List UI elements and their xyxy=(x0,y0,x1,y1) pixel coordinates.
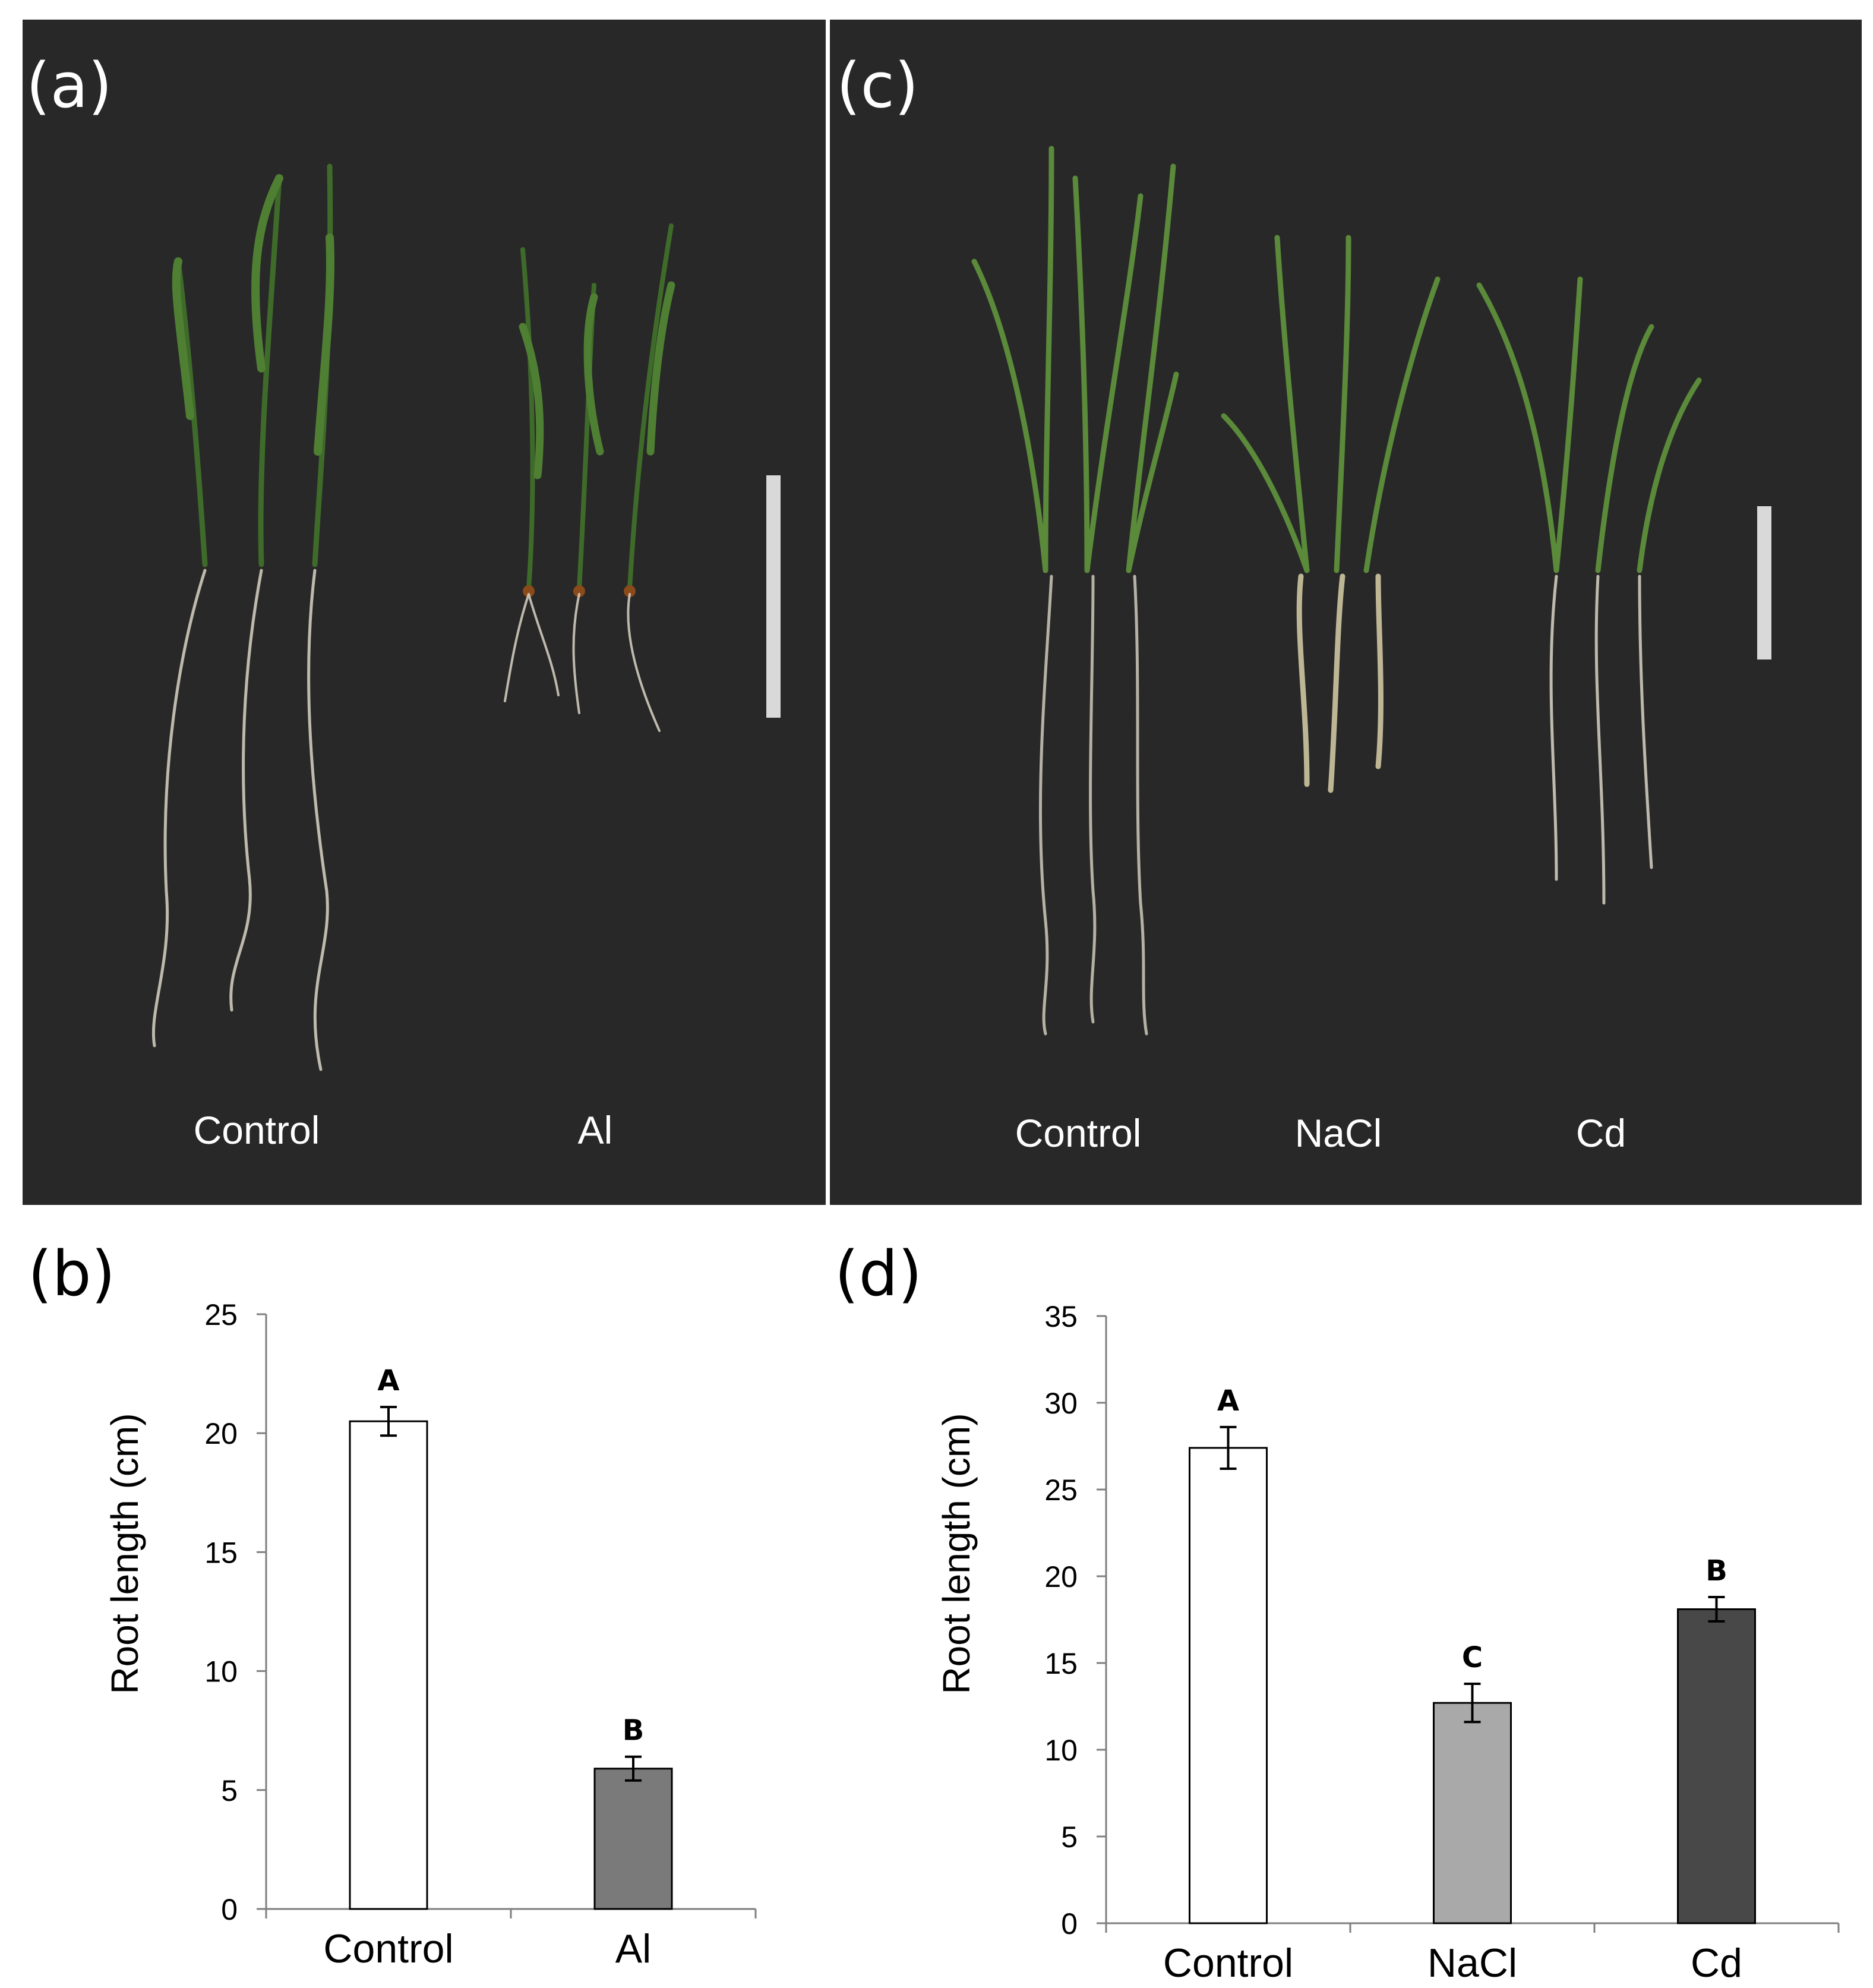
y-axis-label-b: Root length (cm) xyxy=(103,1413,146,1694)
photo-label-cd-c: Cd xyxy=(1576,1111,1626,1155)
error-bar xyxy=(380,1406,397,1437)
photo-label-control-c: Control xyxy=(1015,1111,1142,1155)
error-bar xyxy=(1464,1683,1481,1724)
x-tick-label: Cd xyxy=(1691,1940,1742,1986)
photo-background-a xyxy=(23,20,826,1205)
bar-cd xyxy=(1677,1608,1756,1924)
chart-panel-b: (b) Root length (cm) 0 5 10 15 20 25 A Control B… xyxy=(28,1238,757,1971)
bar-chart-b: 0 5 10 15 20 25 A Control B Al xyxy=(204,1298,757,1971)
significance-label: A xyxy=(377,1364,399,1397)
bar-chart-d: 0 5 10 15 20 25 30 35 A Control C NaCl B Cd xyxy=(1044,1300,1840,1986)
x-tick-label: Control xyxy=(1163,1940,1293,1986)
y-tick-label: 0 xyxy=(221,1893,238,1926)
y-tick-label: 30 xyxy=(1044,1387,1078,1420)
y-tick-label: 25 xyxy=(204,1298,238,1331)
bar-nacl xyxy=(1433,1702,1512,1924)
y-tick-label: 20 xyxy=(1044,1560,1078,1593)
photo-label-nacl-c: NaCl xyxy=(1295,1111,1382,1155)
y-tick-label: 10 xyxy=(204,1655,238,1689)
bar-control xyxy=(349,1420,428,1910)
error-bar xyxy=(625,1755,642,1782)
y-tick-label: 10 xyxy=(1044,1734,1078,1767)
seedlings-control-c xyxy=(971,146,1179,1036)
significance-label: C xyxy=(1462,1641,1483,1674)
x-tick-label: Al xyxy=(615,1926,651,1971)
scale-bar-c xyxy=(1757,506,1771,659)
panel-letter-d: (d) xyxy=(835,1238,922,1310)
panel-letter-b: (b) xyxy=(28,1238,115,1310)
chart-panel-d: (d) Root length (cm) 0 5 10 15 20 25 30 35 A Cont… xyxy=(835,1238,1840,1986)
y-tick-label: 20 xyxy=(204,1417,238,1450)
panel-letter-a: (a) xyxy=(26,49,112,122)
bar-control xyxy=(1189,1447,1268,1924)
y-tick-label: 25 xyxy=(1044,1473,1078,1507)
photo-background-c xyxy=(830,20,1862,1205)
y-tick-label: 15 xyxy=(204,1536,238,1569)
bar-al xyxy=(593,1768,673,1910)
error-bar xyxy=(1708,1596,1725,1623)
significance-label: A xyxy=(1217,1384,1239,1418)
seedlings-nacl-c xyxy=(1221,235,1441,793)
y-tick-label: 0 xyxy=(1061,1907,1078,1940)
y-axis-label-d: Root length (cm) xyxy=(935,1413,978,1694)
significance-label: B xyxy=(1705,1554,1727,1588)
photo-panel-c: (c) xyxy=(830,20,1862,1205)
photo-label-al-a: Al xyxy=(578,1108,613,1152)
y-tick-label: 5 xyxy=(221,1774,238,1807)
photo-panel-a: (a) xyxy=(23,20,826,1205)
photo-label-control-a: Control xyxy=(194,1108,320,1152)
error-bar xyxy=(1220,1425,1237,1470)
y-tick-label: 15 xyxy=(1044,1647,1078,1680)
seedlings-al-a xyxy=(504,223,675,732)
x-tick-label: NaCl xyxy=(1427,1940,1517,1986)
seedlings-control-a xyxy=(151,163,334,1071)
panel-letter-c: (c) xyxy=(836,49,918,122)
scale-bar-a xyxy=(766,475,781,718)
seedlings-cd-c xyxy=(1476,276,1702,905)
y-tick-label: 5 xyxy=(1061,1820,1078,1854)
y-tick-label: 35 xyxy=(1044,1300,1078,1333)
significance-label: B xyxy=(623,1714,645,1747)
x-tick-label: Control xyxy=(323,1926,453,1971)
